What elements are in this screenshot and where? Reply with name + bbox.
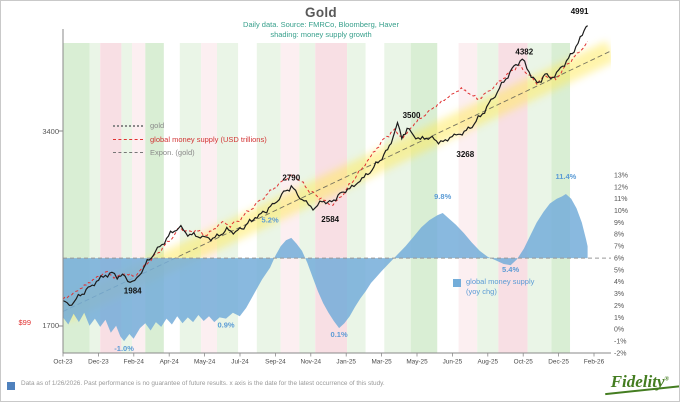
yoy-legend-line1: global money supply xyxy=(466,277,535,286)
gold-value-annotation: 3500 xyxy=(403,111,421,120)
legend: gold global money supply (USD trillions)… xyxy=(113,119,267,160)
x-axis-label: Feb-24 xyxy=(124,359,145,366)
x-axis-label: Jan-25 xyxy=(336,359,356,366)
right-axis-label: 11% xyxy=(614,196,628,203)
footer-disclaimer: Data as of 1/26/2026. Past performance i… xyxy=(21,380,385,387)
x-axis-label: Dec-25 xyxy=(548,359,569,366)
right-axis-label: 2% xyxy=(614,303,624,310)
footer-marker-square xyxy=(7,382,15,390)
right-axis-label: 13% xyxy=(614,172,628,179)
right-axis-label: 3% xyxy=(614,291,624,298)
right-axis-label: 0% xyxy=(614,327,624,334)
x-axis-label: May-24 xyxy=(194,359,216,366)
right-axis-label: 10% xyxy=(614,208,628,215)
x-axis-label: Nov-24 xyxy=(300,359,321,366)
x-axis-label: Feb-26 xyxy=(584,359,605,366)
right-axis-label: 5% xyxy=(614,267,624,274)
x-axis-label: Apr-24 xyxy=(160,359,180,366)
shading-band xyxy=(121,43,132,353)
shading-band xyxy=(89,43,101,353)
right-axis-label: 7% xyxy=(614,244,624,251)
yoy-area xyxy=(63,194,588,342)
blue-square-icon xyxy=(453,279,461,287)
shading-band xyxy=(458,43,478,353)
price-lines-group xyxy=(63,25,589,307)
legend-item-money-supply: global money supply (USD trillions) xyxy=(113,133,267,147)
shading-band xyxy=(477,43,499,353)
yoy-area-legend: global money supply (yoy chg) xyxy=(453,277,534,296)
chart-subtitle-line2: shading: money supply growth xyxy=(270,30,372,39)
shading-band xyxy=(365,43,385,353)
yoy-pct-annotation: 0.1% xyxy=(331,330,348,339)
gray-dashed-line-icon xyxy=(113,152,143,154)
right-axis-label: 12% xyxy=(614,184,628,191)
red-dashed-line-icon xyxy=(113,138,143,140)
right-axis-label: 6% xyxy=(614,256,624,263)
x-axis-label: Jul-24 xyxy=(231,359,249,366)
shading-bands-group xyxy=(63,43,611,353)
legend-item-gold: gold xyxy=(113,119,267,133)
page-title: Gold xyxy=(305,5,337,20)
registered-mark: ® xyxy=(664,376,669,383)
legend-item-trend: Expon. (gold) xyxy=(113,146,267,160)
x-axis-label: Oct-25 xyxy=(514,359,534,366)
yoy-legend-text: global money supply (yoy chg) xyxy=(466,277,534,296)
right-axis-label: 8% xyxy=(614,232,624,239)
shading-band xyxy=(527,43,552,353)
legend-label-money-supply: global money supply (USD trillions) xyxy=(150,134,267,144)
legend-label-trend: Expon. (gold) xyxy=(150,148,195,158)
x-axis-label: Jun-25 xyxy=(443,359,463,366)
right-axis-label: 9% xyxy=(614,220,624,227)
gold-value-annotation: 2584 xyxy=(321,215,339,224)
shading-band xyxy=(384,43,411,353)
x-axis-label: May-25 xyxy=(406,359,428,366)
yoy-pct-annotation: 5.4% xyxy=(502,265,519,274)
gold-dotted-line-icon xyxy=(113,124,143,127)
gold-value-annotation: 3268 xyxy=(456,150,474,159)
legend-label-gold: gold xyxy=(150,121,165,131)
money-supply-line xyxy=(63,41,589,300)
fidelity-logo-text: Fidelity xyxy=(610,372,665,391)
yoy-pct-annotation: 11.4% xyxy=(555,172,576,181)
yoy-pct-annotation: 5.2% xyxy=(262,216,279,225)
x-axis-label: Mar-25 xyxy=(371,359,392,366)
yoy-pct-annotation: -1.0% xyxy=(114,344,134,353)
yoy-legend-line2: (yoy chg) xyxy=(466,286,497,296)
chart-subtitle-line1: Daily data. Source: FMRCo, Bloomberg, Ha… xyxy=(243,20,399,29)
yoy-area-group xyxy=(63,194,588,342)
gold-value-annotation: 1984 xyxy=(124,287,142,296)
left-axis-label-3400: 3400 xyxy=(42,127,59,136)
chart-header: Gold Daily data. Source: FMRCo, Bloomber… xyxy=(11,5,631,40)
right-axis-label: 4% xyxy=(614,279,624,286)
gold-value-annotation: 2790 xyxy=(282,174,300,183)
yoy-pct-annotation: 0.9% xyxy=(217,321,234,330)
shading-band xyxy=(410,43,438,353)
money-supply-axis-label: $99 xyxy=(18,318,31,327)
x-axis-label: Aug-25 xyxy=(477,359,498,366)
x-axis-label: Dec-23 xyxy=(88,359,109,366)
right-axis-label: -1% xyxy=(614,339,626,346)
x-axis-label: Sep-24 xyxy=(265,359,286,366)
gold-value-annotation: 4382 xyxy=(515,48,533,57)
gold-value-annotation: 4991 xyxy=(571,7,589,16)
fidelity-logo: Fidelity® xyxy=(604,372,679,395)
gold-line xyxy=(63,25,588,307)
left-axis-label-1700: 1700 xyxy=(42,321,59,330)
shading-band xyxy=(570,43,611,353)
right-axis-label: -2% xyxy=(614,350,626,357)
yoy-pct-annotation: 9.8% xyxy=(434,192,451,201)
trend-line xyxy=(63,50,611,312)
x-axis-label: Oct-23 xyxy=(53,359,73,366)
right-axis-label: 1% xyxy=(614,315,624,322)
